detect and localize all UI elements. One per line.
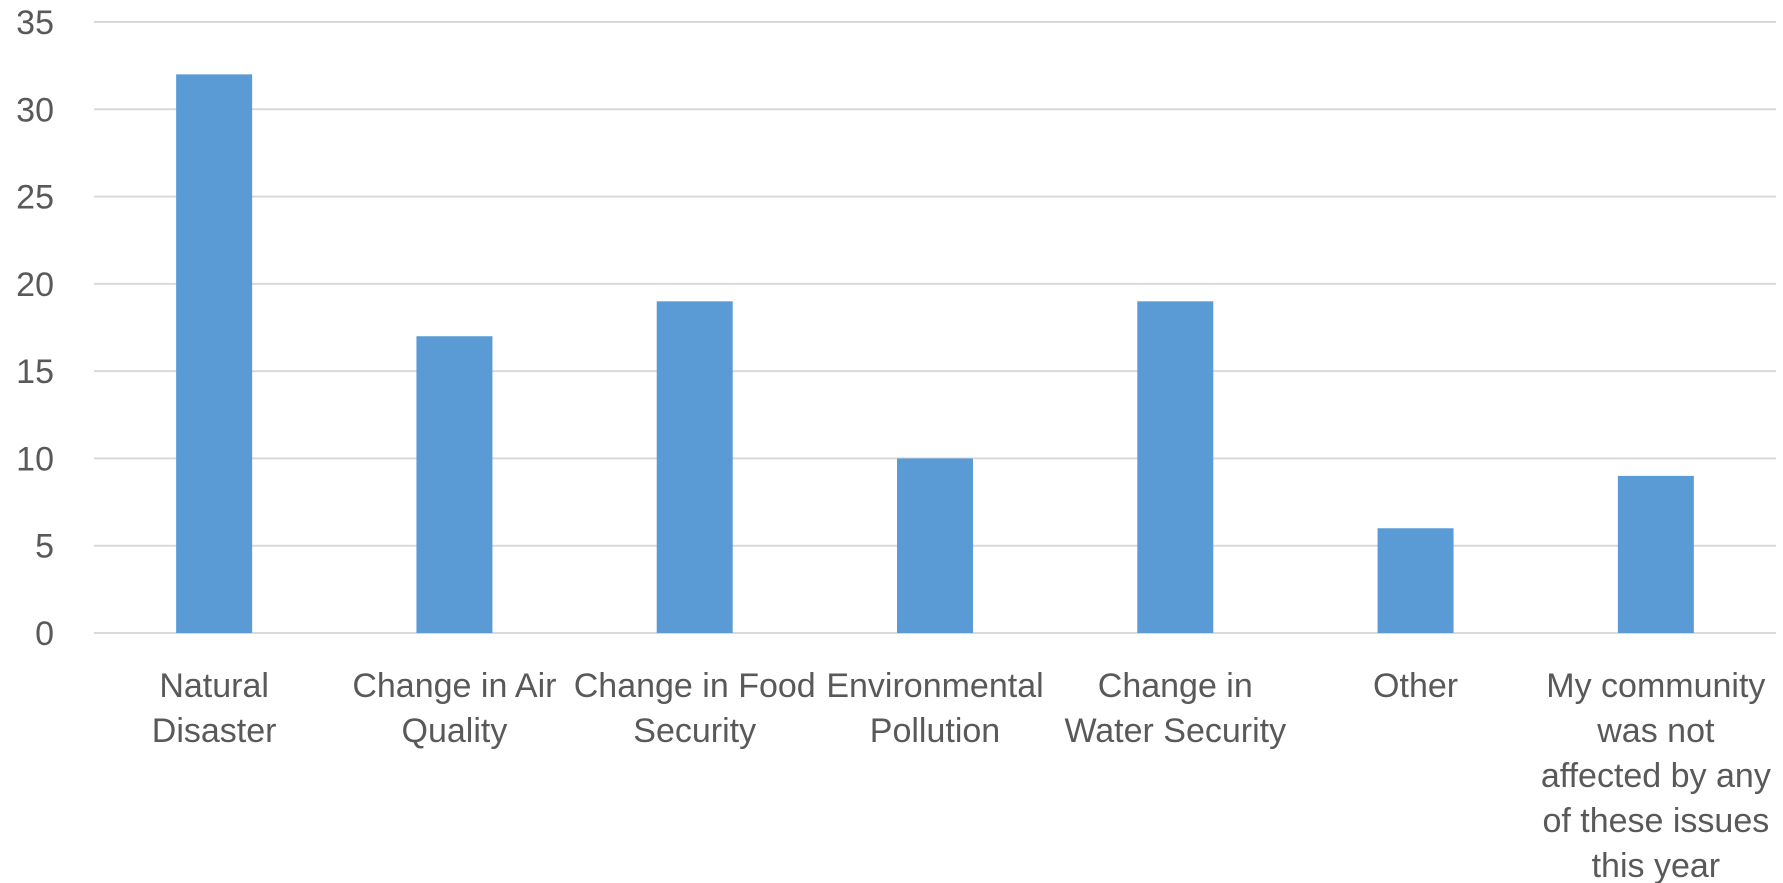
- x-category-label-line: Disaster: [152, 712, 277, 750]
- bar: [897, 458, 973, 633]
- x-category-label-line: of these issues: [1542, 802, 1769, 840]
- y-tick-label: 20: [16, 266, 54, 304]
- x-category-label-line: My community: [1546, 667, 1765, 705]
- x-category-label-line: Quality: [402, 712, 508, 750]
- bar: [1137, 301, 1214, 633]
- x-category-label-line: Environmental: [826, 667, 1043, 705]
- x-category-label: My community was not affected by any of the…: [1541, 667, 1771, 883]
- bar: [416, 336, 493, 633]
- bar: [1617, 475, 1694, 633]
- x-category-label-line: Water Security: [1064, 712, 1286, 750]
- x-category-label: Other: [1373, 667, 1458, 705]
- x-category-label: Change in Food Security: [574, 667, 816, 750]
- bar: [1377, 528, 1454, 633]
- x-category-label-line: this year: [1592, 847, 1721, 883]
- x-category-label: Change in Water Security: [1064, 667, 1286, 750]
- x-category-label-line: Other: [1373, 667, 1458, 705]
- bars: [176, 74, 1694, 633]
- y-axis-tick-labels: 0 5 10 15 20 25 30 35: [16, 4, 54, 653]
- x-category-label-line: Change in Air: [352, 667, 556, 705]
- x-category-label-line: affected by any: [1541, 757, 1771, 795]
- x-category-label: Change in Air Quality: [352, 667, 556, 750]
- y-tick-label: 30: [16, 91, 54, 129]
- bar: [656, 301, 733, 633]
- y-tick-label: 5: [35, 528, 54, 566]
- y-tick-label: 10: [16, 440, 54, 478]
- x-category-label-line: Change in Food: [574, 667, 816, 705]
- y-tick-label: 15: [16, 353, 54, 391]
- x-category-label-line: Security: [633, 712, 756, 750]
- x-category-label-line: Pollution: [870, 712, 1000, 750]
- y-tick-label: 0: [35, 615, 54, 653]
- bar: [176, 74, 253, 633]
- x-category-label-line: Natural: [159, 667, 269, 705]
- x-category-label: Environmental Pollution: [826, 667, 1043, 750]
- y-tick-label: 35: [16, 4, 54, 42]
- x-category-label-line: Change in: [1098, 667, 1253, 705]
- y-tick-label: 25: [16, 179, 54, 217]
- x-category-label-line: was not: [1596, 712, 1715, 750]
- x-category-label: Natural Disaster: [152, 667, 277, 750]
